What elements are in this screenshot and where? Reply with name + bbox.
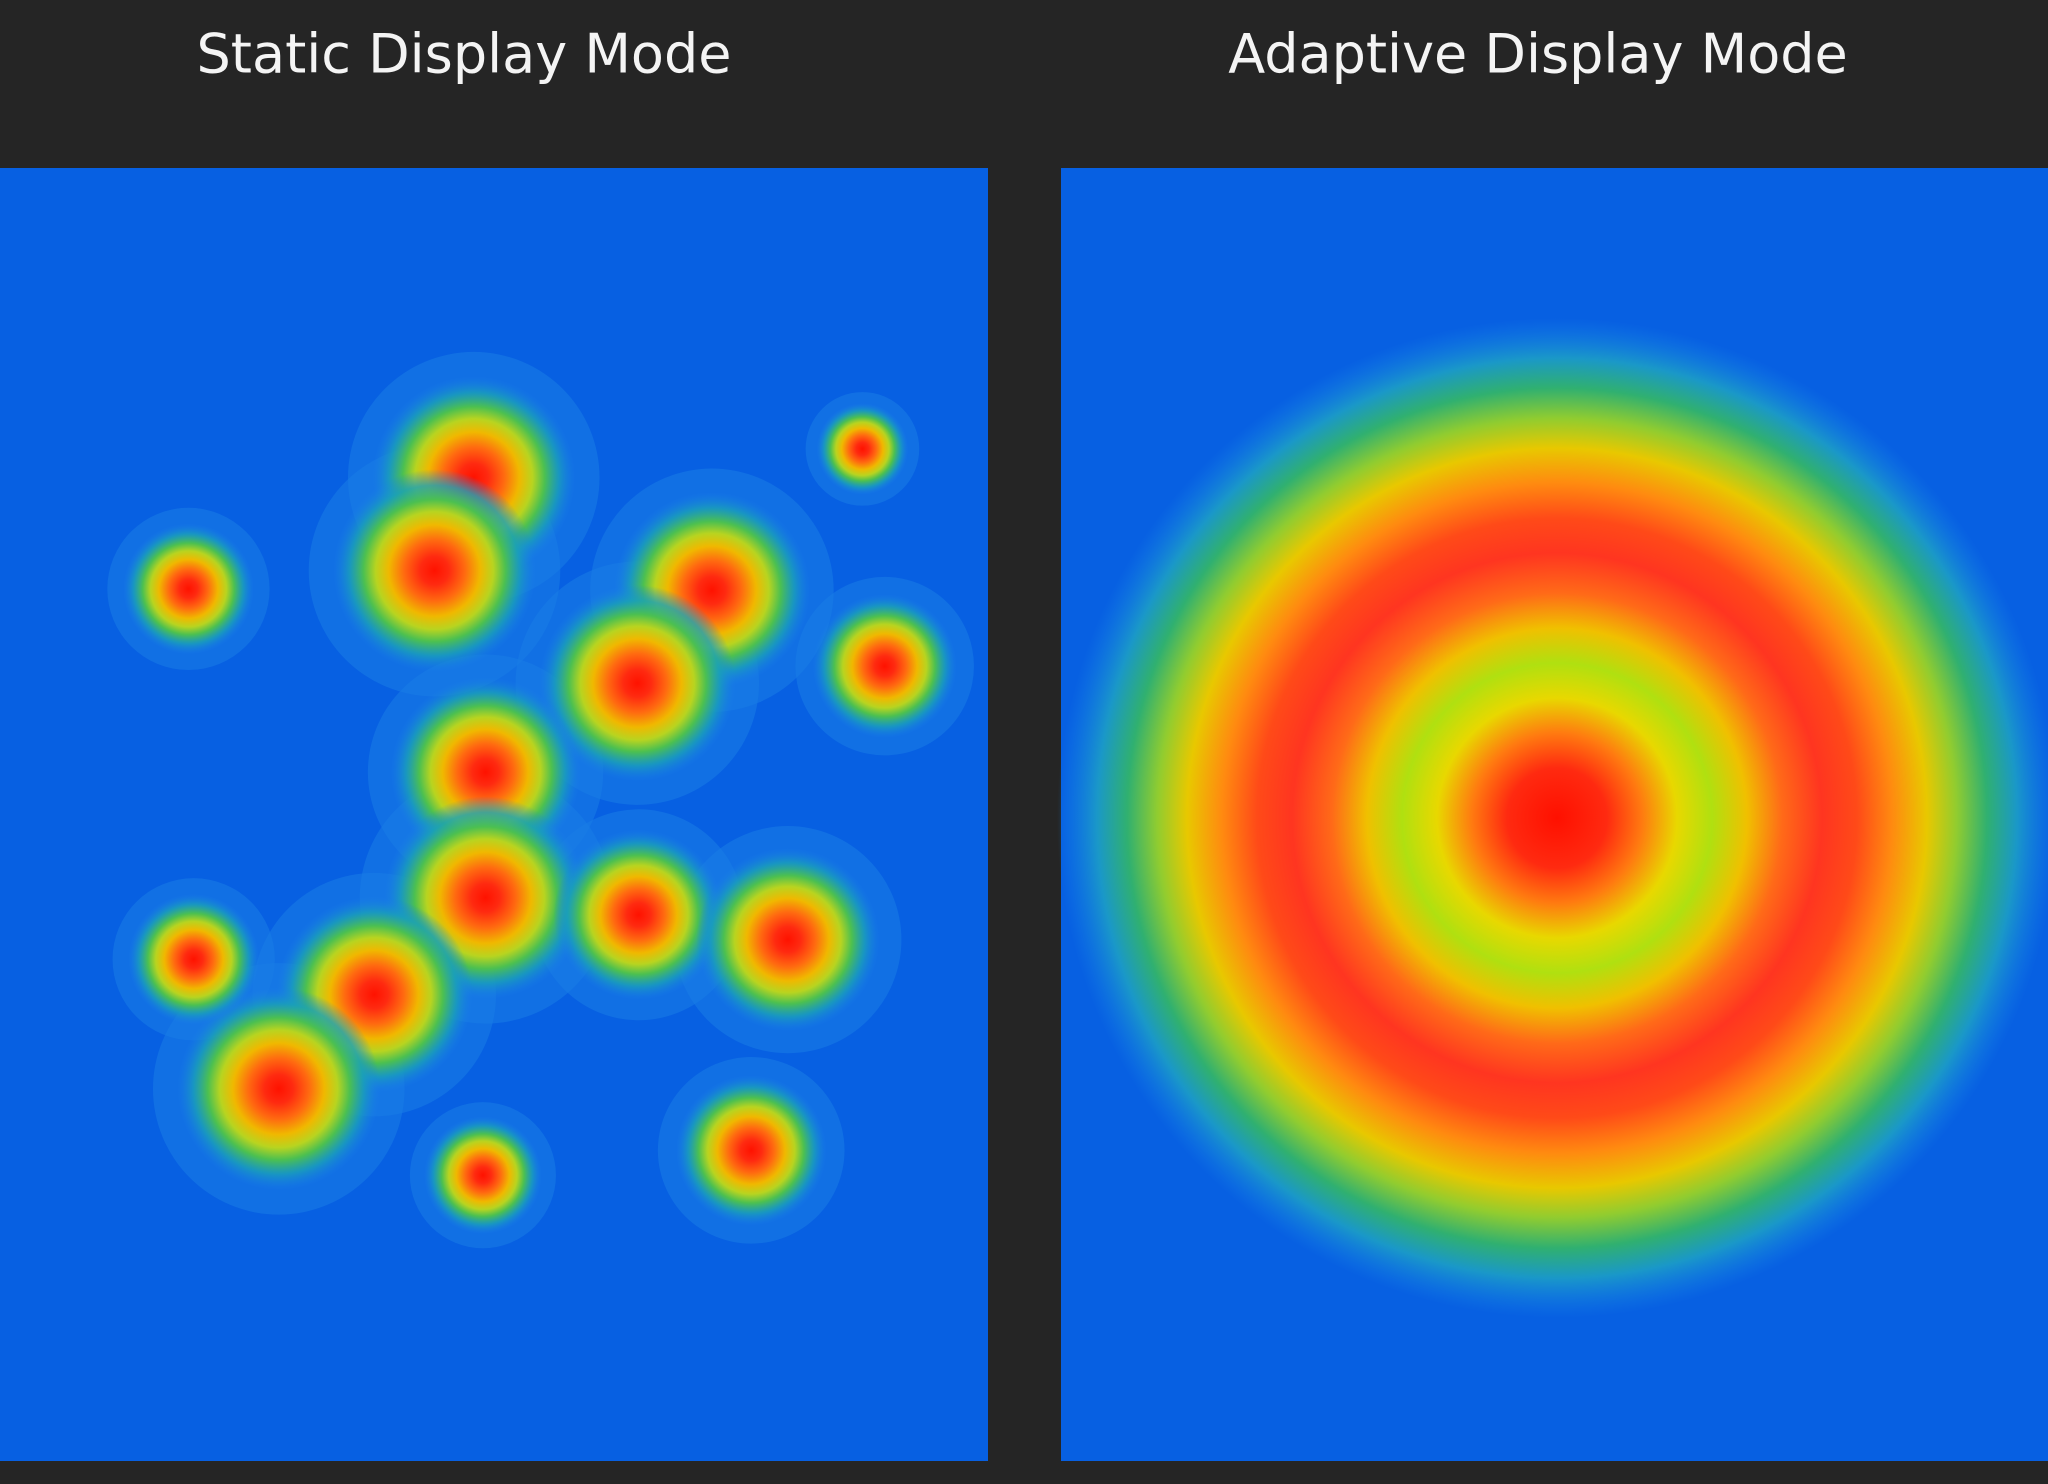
heat-spot [812, 594, 957, 739]
heat-spot [539, 584, 736, 782]
panel-title: Adaptive Display Mode [1228, 23, 1848, 86]
heat-spot [333, 469, 536, 673]
heat-spot [177, 987, 381, 1191]
adaptive-heat [1057, 318, 2048, 1318]
heat-spot [816, 403, 909, 495]
heat-spot [128, 893, 260, 1025]
heat-spot [553, 829, 724, 1000]
heat-spot [696, 848, 880, 1032]
heat-spots [123, 376, 957, 1235]
heat-spot [424, 1116, 542, 1235]
heat-spot [675, 1075, 827, 1226]
heat-spot [123, 523, 254, 655]
panel-title: Static Display Mode [197, 23, 732, 86]
